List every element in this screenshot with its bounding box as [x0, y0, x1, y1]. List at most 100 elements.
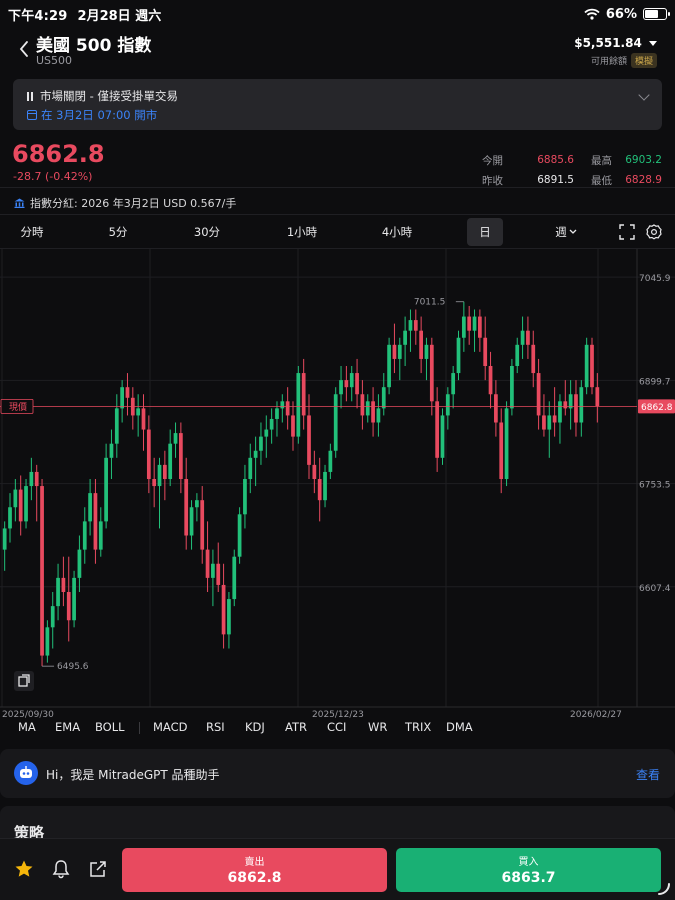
- candle-body: [285, 401, 290, 416]
- x-tick-label: 2025/09/30: [2, 710, 54, 720]
- tab-timeframe-6[interactable]: 日: [467, 218, 503, 246]
- candle-body: [141, 408, 146, 430]
- candle-body: [24, 486, 28, 522]
- gpt-view-link[interactable]: 查看: [635, 768, 660, 782]
- chart-tool-glyph: [18, 676, 28, 687]
- candle-body: [403, 330, 407, 345]
- sell-button[interactable]: 賣出 6862.8: [122, 848, 387, 892]
- indicator-dma[interactable]: DMA: [446, 720, 473, 734]
- market-open-text: 在 3月2日 07:00 開市: [41, 108, 158, 122]
- candle-body: [34, 471, 39, 487]
- tab-timeframe-3[interactable]: 30分: [193, 225, 221, 239]
- indicator-rsi[interactable]: RSI: [206, 720, 225, 734]
- price-chart[interactable]: 7045.9 6899.7 6753.5 6607.4 2025/09/30 2025/1…: [0, 249, 675, 720]
- open-label: 今開: [482, 154, 503, 167]
- candle-body: [280, 401, 285, 409]
- star-icon[interactable]: [14, 859, 34, 879]
- tab-timeframe-4[interactable]: 1小時: [286, 225, 318, 239]
- market-status-text: 市場關閉 - 僅接受掛單交易: [40, 89, 178, 103]
- buy-button[interactable]: 買入 6863.7: [396, 848, 661, 892]
- indicator-atr[interactable]: ATR: [285, 720, 307, 734]
- candle-body: [397, 344, 402, 359]
- x-tick-label: 2026/02/27: [570, 710, 622, 720]
- back-button[interactable]: [14, 38, 34, 60]
- candle-body: [595, 387, 600, 407]
- candle-body: [323, 471, 327, 501]
- candle-body: [520, 330, 525, 345]
- candle-body: [307, 415, 311, 465]
- tab-timeframe-week[interactable]: 週: [548, 218, 584, 246]
- candle-body: [547, 415, 552, 430]
- chart-tool-icon: [14, 671, 34, 691]
- candle-body: [184, 479, 189, 536]
- candle-body: [168, 443, 173, 479]
- candle-body: [456, 337, 461, 374]
- tab-timeframe-2[interactable]: 5分: [108, 225, 128, 239]
- strategy-title: 策略: [14, 824, 45, 842]
- candle-body: [264, 429, 269, 437]
- candle-body: [312, 464, 317, 479]
- indicator-macd[interactable]: MACD: [153, 720, 188, 734]
- caret-down-icon: [649, 40, 657, 46]
- candle-body: [429, 344, 434, 402]
- fullscreen-icon[interactable]: [619, 224, 635, 240]
- candle-body: [291, 415, 295, 437]
- bell-icon[interactable]: [51, 859, 71, 879]
- min-annotation: 6495.6: [57, 662, 89, 672]
- indicator-separator: [139, 722, 140, 734]
- candle-body: [558, 401, 562, 423]
- candle-body: [355, 373, 359, 395]
- candle-body: [237, 514, 242, 557]
- candle-body: [13, 489, 18, 508]
- status-right: 66%: [584, 6, 670, 22]
- tab-timeframe-1[interactable]: 分時: [20, 225, 44, 239]
- indicator-ma[interactable]: MA: [18, 720, 36, 734]
- market-closed-banner[interactable]: 市場關閉 - 僅接受掛單交易 在 3月2日 07:00 開市: [13, 79, 662, 130]
- resize-handle-icon[interactable]: [657, 882, 671, 896]
- status-bar: 下午4:29 2月28日 週六 66%: [0, 0, 675, 28]
- y-tick-label: 6753.5: [639, 481, 671, 491]
- candle-body: [584, 344, 589, 388]
- candle-body: [445, 394, 450, 416]
- indicator-kdj[interactable]: KDJ: [245, 720, 265, 734]
- gpt-greeting: Hi，我是 MitradeGPT 品種助手: [46, 768, 220, 782]
- candle-body: [77, 549, 82, 578]
- buy-label: 買入: [518, 857, 539, 868]
- candle-body: [526, 330, 530, 345]
- candle-body: [387, 344, 391, 388]
- gpt-assistant-card[interactable]: Hi，我是 MitradeGPT 品種助手 查看: [0, 749, 675, 798]
- indicator-ema[interactable]: EMA: [55, 720, 81, 734]
- y-tick-label: 7045.9: [639, 274, 671, 284]
- candle-body: [50, 606, 55, 628]
- candle-body: [531, 344, 536, 374]
- candle-body: [109, 443, 114, 458]
- candle-body: [18, 489, 23, 522]
- candle-body: [371, 401, 375, 423]
- account-balance[interactable]: $5,551.84: [574, 36, 657, 50]
- y-tick-label: 6899.7: [639, 377, 671, 387]
- chevron-left-icon: [19, 41, 28, 57]
- gear-icon[interactable]: [646, 224, 662, 240]
- battery-icon: [643, 8, 670, 20]
- candle-body: [98, 521, 103, 550]
- candle-body: [152, 479, 157, 487]
- indicator-cci[interactable]: CCI: [327, 720, 347, 734]
- share-icon[interactable]: [88, 859, 108, 879]
- indicator-boll[interactable]: BOLL: [95, 720, 125, 734]
- wifi-icon: [584, 8, 600, 20]
- balance-label: 可用餘額: [590, 57, 627, 67]
- current-price-label: 現價: [9, 402, 27, 413]
- status-date: 2月28日 週六: [77, 8, 162, 24]
- chart-tool-bg: [14, 671, 34, 691]
- battery-percent: 66%: [605, 6, 637, 22]
- instrument-title: 美國 500 指數: [36, 36, 152, 56]
- indicator-wr[interactable]: WR: [368, 720, 388, 734]
- candle-body: [360, 394, 365, 416]
- candle-body: [259, 436, 263, 451]
- candle-body: [488, 366, 493, 395]
- indicator-trix[interactable]: TRIX: [405, 720, 432, 734]
- candle-body: [173, 433, 178, 444]
- chevron-down-icon[interactable]: [638, 89, 650, 101]
- candle-body: [504, 408, 509, 479]
- tab-timeframe-5[interactable]: 4小時: [381, 225, 413, 239]
